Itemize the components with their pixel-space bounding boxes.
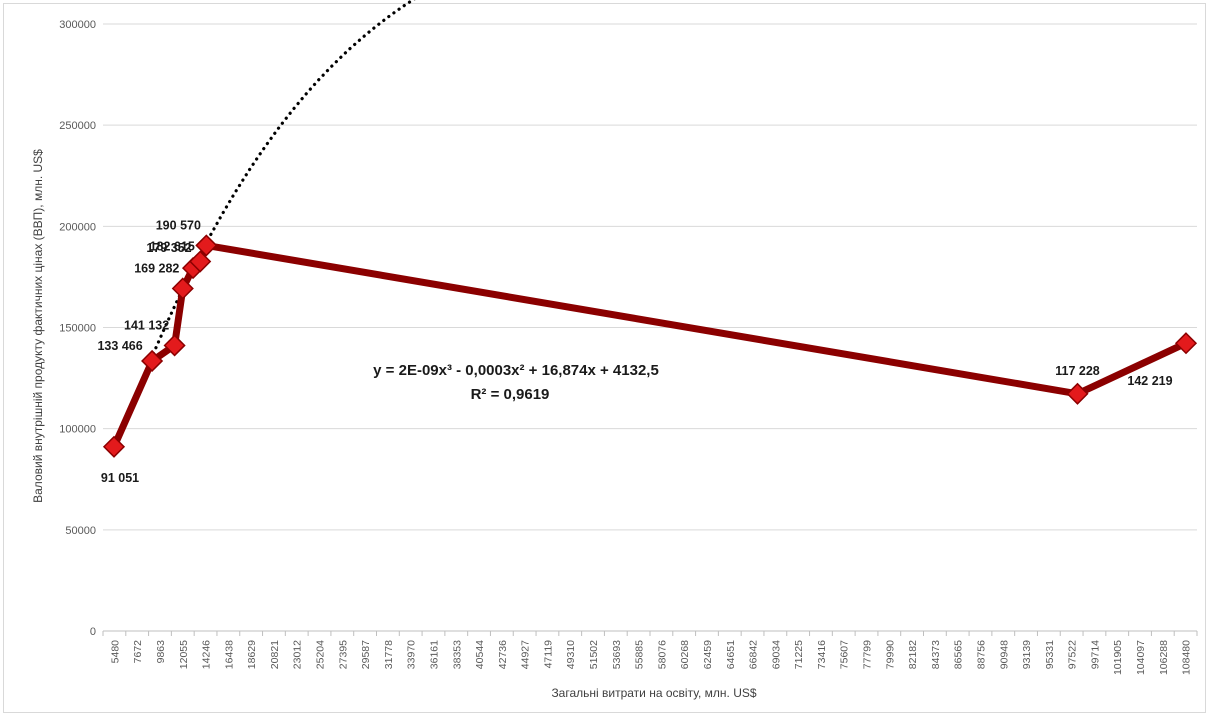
x-tick-label: 12055 xyxy=(178,640,190,669)
x-tick-label: 16438 xyxy=(223,640,235,669)
x-tick-label: 77799 xyxy=(862,640,874,669)
x-tick-label: 60268 xyxy=(679,640,691,669)
x-tick-label: 49310 xyxy=(565,640,577,669)
x-tick-label: 44927 xyxy=(520,640,532,669)
gridlines xyxy=(103,23,1197,632)
data-point-marker xyxy=(102,435,126,458)
x-tick-label: 108480 xyxy=(1181,640,1193,675)
data-point-marker xyxy=(189,250,212,273)
trendline-equation: y = 2E-09x³ - 0,0003x² + 16,874x + 4132,… xyxy=(373,362,659,379)
x-tick-label: 33970 xyxy=(406,640,418,669)
x-tick-label: 55885 xyxy=(634,640,646,669)
x-tick-label: 47119 xyxy=(542,640,554,669)
x-tick-label: 101905 xyxy=(1112,640,1124,675)
x-tick-label: 29587 xyxy=(360,640,372,669)
markers-group xyxy=(102,234,1198,458)
x-tick-label: 20821 xyxy=(269,640,281,669)
x-tick-label: 69034 xyxy=(770,640,782,669)
y-tick-label: 50000 xyxy=(65,525,96,537)
x-tick-label: 38353 xyxy=(451,640,463,669)
data-point-marker xyxy=(1174,332,1198,355)
x-tick-label: 88756 xyxy=(975,640,987,669)
y-tick-label: 250000 xyxy=(59,120,96,132)
x-tick-label: 79990 xyxy=(884,640,896,669)
x-tick-label: 62459 xyxy=(702,640,714,669)
x-tick-label: 18629 xyxy=(246,640,258,669)
data-label: 182 615 xyxy=(150,240,195,254)
data-point-marker xyxy=(141,349,164,373)
y-axis-title: Валовий внутрішній продукту фактичних ці… xyxy=(31,149,45,503)
x-tick-label: 64651 xyxy=(725,640,737,669)
x-tick-label: 40544 xyxy=(474,640,486,669)
x-tick-label: 7672 xyxy=(132,640,144,664)
y-axis-ticks: 0 50000 100000 150000 200000 250000 300000 xyxy=(59,19,96,638)
data-label: 169 282 xyxy=(134,261,179,275)
x-tick-label: 93139 xyxy=(1021,640,1033,669)
data-label: 142 219 xyxy=(1127,374,1172,388)
x-tick-label: 104097 xyxy=(1135,640,1147,675)
data-label: 117 228 xyxy=(1055,364,1100,378)
x-tick-label: 106288 xyxy=(1158,640,1170,675)
x-tick-label: 42736 xyxy=(497,640,509,669)
x-tick-label: 73416 xyxy=(816,640,828,669)
x-tick-label: 95331 xyxy=(1044,640,1056,669)
series-group xyxy=(110,241,1188,449)
x-tick-label: 86565 xyxy=(953,640,965,669)
x-tick-label: 31778 xyxy=(383,640,395,669)
x-tick-label: 51502 xyxy=(588,640,600,669)
chart-frame xyxy=(3,3,1206,713)
trendline-r-squared: R² = 0,9619 xyxy=(471,386,550,403)
x-tick-label: 5480 xyxy=(109,640,121,664)
x-tick-label: 25204 xyxy=(315,640,327,669)
x-tick-label: 75607 xyxy=(839,640,851,669)
x-tick-label: 9863 xyxy=(155,640,167,664)
y-tick-label: 200000 xyxy=(59,221,96,233)
x-tick-label: 53693 xyxy=(611,640,623,669)
x-tick-label: 82182 xyxy=(907,640,919,669)
x-axis-ticks: 5480 7672 9863 12055 14246 16438 18629 20821 230… xyxy=(102,631,1198,675)
data-point-marker xyxy=(163,334,186,357)
data-point-marker xyxy=(195,234,218,257)
x-tick-label: 84373 xyxy=(930,640,942,669)
x-tick-label: 14246 xyxy=(201,640,213,669)
x-axis-title: Загальні витрати на освіту, млн. US$ xyxy=(551,686,756,700)
y-tick-label: 300000 xyxy=(59,19,96,31)
y-tick-label: 100000 xyxy=(59,424,96,436)
x-tick-label: 27395 xyxy=(337,640,349,669)
data-label: 190 570 xyxy=(156,218,201,232)
x-tick-label: 90948 xyxy=(998,640,1010,669)
data-label: 91 051 xyxy=(101,471,139,485)
y-tick-label: 150000 xyxy=(59,323,96,335)
x-tick-label: 97522 xyxy=(1067,640,1079,669)
x-tick-label: 23012 xyxy=(292,640,304,669)
data-label: 179 352 xyxy=(146,241,191,255)
y-tick-label: 0 xyxy=(90,626,96,638)
x-tick-label: 36161 xyxy=(428,640,440,669)
x-tick-label: 58076 xyxy=(656,640,668,669)
series-line xyxy=(110,241,1188,449)
x-tick-label: 71225 xyxy=(793,640,805,669)
x-tick-label: 66842 xyxy=(748,640,760,669)
data-point-marker xyxy=(1066,382,1089,405)
data-label: 133 466 xyxy=(97,339,142,353)
data-point-marker xyxy=(171,277,194,300)
data-label: 141 132 xyxy=(124,318,169,332)
x-tick-label: 99714 xyxy=(1089,640,1101,669)
